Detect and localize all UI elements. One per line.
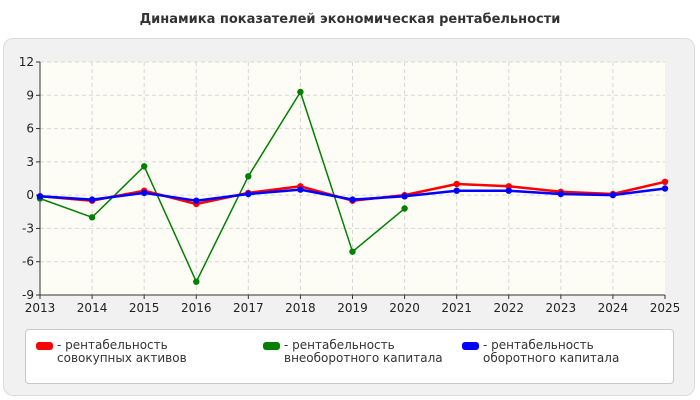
chart-legend: - рентабельность совокупных активов - ре… xyxy=(25,329,674,384)
data-point xyxy=(349,196,356,203)
y-tick-label: 6 xyxy=(26,122,34,136)
y-tick-label: -3 xyxy=(22,221,34,235)
data-point xyxy=(245,173,252,180)
x-tick-label: 2021 xyxy=(441,301,472,315)
data-point xyxy=(661,178,669,185)
x-tick-label: 2016 xyxy=(181,301,212,315)
legend-item-total-assets: - рентабельность совокупных активов xyxy=(36,339,242,365)
chart-title: Динамика показателей экономическая рента… xyxy=(139,12,561,27)
data-point xyxy=(193,197,200,204)
data-point xyxy=(88,214,96,221)
data-point xyxy=(349,248,356,255)
y-tick-label: 0 xyxy=(26,188,34,202)
data-point xyxy=(661,185,669,192)
y-tick-label: 9 xyxy=(26,88,34,102)
y-tick-label: -6 xyxy=(22,255,34,269)
y-tick-label: 12 xyxy=(19,55,34,69)
data-point xyxy=(141,163,148,170)
legend-label: - рентабельность совокупных активов xyxy=(57,338,187,365)
data-point xyxy=(401,193,408,200)
y-tick-label: -9 xyxy=(22,288,34,302)
data-point xyxy=(245,190,252,198)
data-point xyxy=(297,88,304,96)
x-tick-label: 2013 xyxy=(25,301,56,315)
x-tick-label: 2018 xyxy=(285,301,316,315)
data-point xyxy=(557,190,564,198)
x-tick-label: 2019 xyxy=(337,301,368,315)
data-point xyxy=(505,187,512,194)
legend-swatch-red xyxy=(36,342,53,350)
x-tick-label: 2017 xyxy=(233,301,264,315)
data-point xyxy=(297,186,304,193)
data-point xyxy=(401,205,408,212)
legend-swatch-green xyxy=(263,342,280,350)
data-point xyxy=(453,180,460,188)
x-tick-label: 2015 xyxy=(129,301,160,315)
legend-item-noncurrent-capital: - рентабельность внеоборотного капитала xyxy=(263,339,469,365)
data-point xyxy=(193,278,200,285)
data-point xyxy=(505,183,512,190)
data-point xyxy=(141,189,148,197)
legend-label: - рентабельность внеоборотного капитала xyxy=(284,338,443,365)
x-tick-label: 2024 xyxy=(598,301,629,315)
y-tick-label: 3 xyxy=(26,155,34,169)
x-tick-label: 2023 xyxy=(546,301,577,315)
data-point xyxy=(453,187,460,194)
x-tick-label: 2014 xyxy=(77,301,108,315)
x-tick-label: 2020 xyxy=(389,301,420,315)
series-line xyxy=(39,91,406,283)
legend-swatch-blue xyxy=(462,342,479,350)
x-tick-label: 2025 xyxy=(650,301,681,315)
legend-label: - рентабельность оборотного капитала xyxy=(483,338,620,365)
data-point xyxy=(36,193,44,200)
data-point xyxy=(609,191,617,199)
legend-item-working-capital: - рентабельность оборотного капитала xyxy=(462,339,668,365)
data-point xyxy=(88,196,96,203)
x-tick-label: 2022 xyxy=(493,301,524,315)
